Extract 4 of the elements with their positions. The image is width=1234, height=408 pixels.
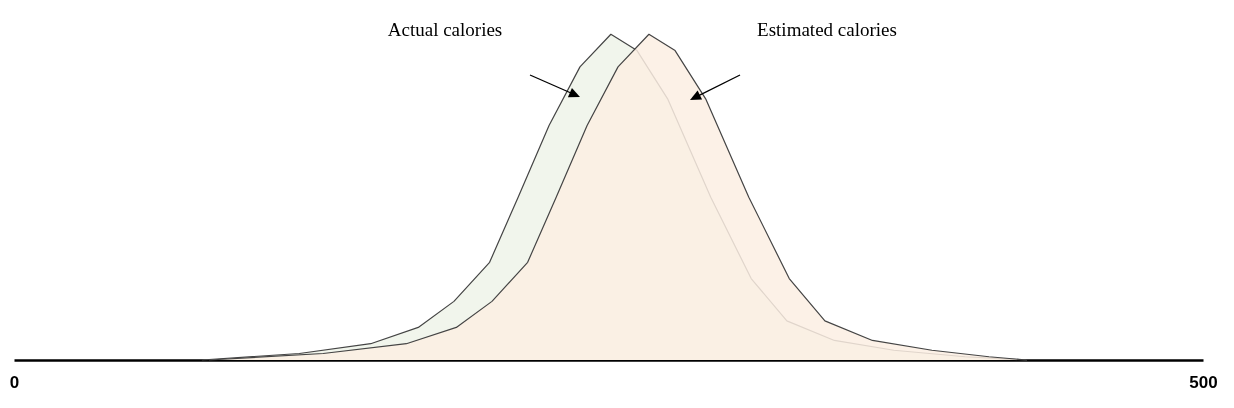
x-tick-label: 500 [1189,372,1218,392]
annotation: Actual calories [387,19,503,40]
annotation: Estimated calories [757,19,897,40]
x-tick-label: 0 [9,372,20,392]
